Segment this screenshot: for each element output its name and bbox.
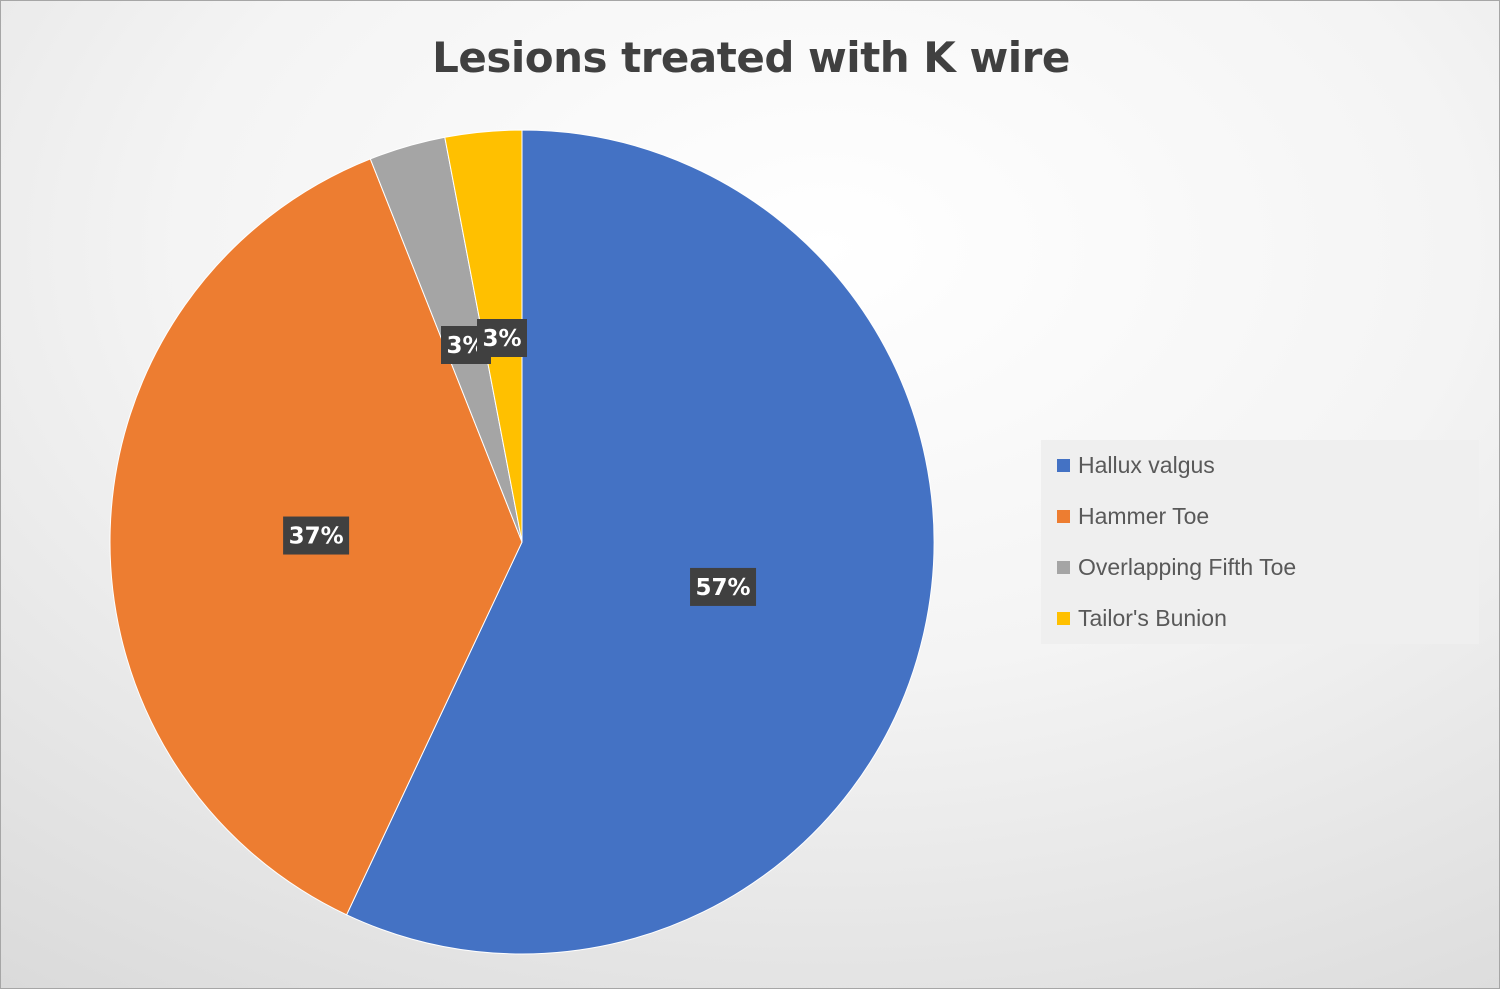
legend-swatch: [1057, 509, 1070, 523]
legend-swatch: [1057, 560, 1070, 574]
legend-label: Hallux valgus: [1078, 451, 1215, 478]
legend-swatch: [1057, 458, 1070, 472]
data-label-text: 37%: [289, 524, 344, 550]
legend-label: Overlapping Fifth Toe: [1078, 553, 1297, 580]
legend-item: Tailor's Bunion: [1057, 603, 1227, 633]
legend-label: Hammer Toe: [1078, 502, 1210, 529]
pie-slice-hallux-valgus: [345, 129, 935, 955]
legend-item: Hammer Toe: [1057, 501, 1209, 531]
data-label-box: [477, 319, 527, 357]
legend-item: Overlapping Fifth Toe: [1057, 552, 1296, 582]
data-label: 3%: [477, 319, 527, 357]
legend-swatch: [1057, 611, 1070, 625]
legend-item: Hallux valgus: [1057, 450, 1215, 480]
data-label-box: [283, 516, 350, 555]
data-label-box: [690, 567, 757, 606]
data-label: 37%: [283, 516, 350, 555]
data-label: 57%: [690, 567, 757, 606]
data-label-text: 57%: [696, 575, 751, 601]
data-label-text: 3%: [482, 326, 521, 352]
chart-title: Lesions treated with K wire: [432, 33, 1070, 82]
legend-label: Tailor's Bunion: [1078, 604, 1227, 631]
legend: Hallux valgus Hammer Toe Overlapping Fifth…: [1041, 440, 1479, 644]
